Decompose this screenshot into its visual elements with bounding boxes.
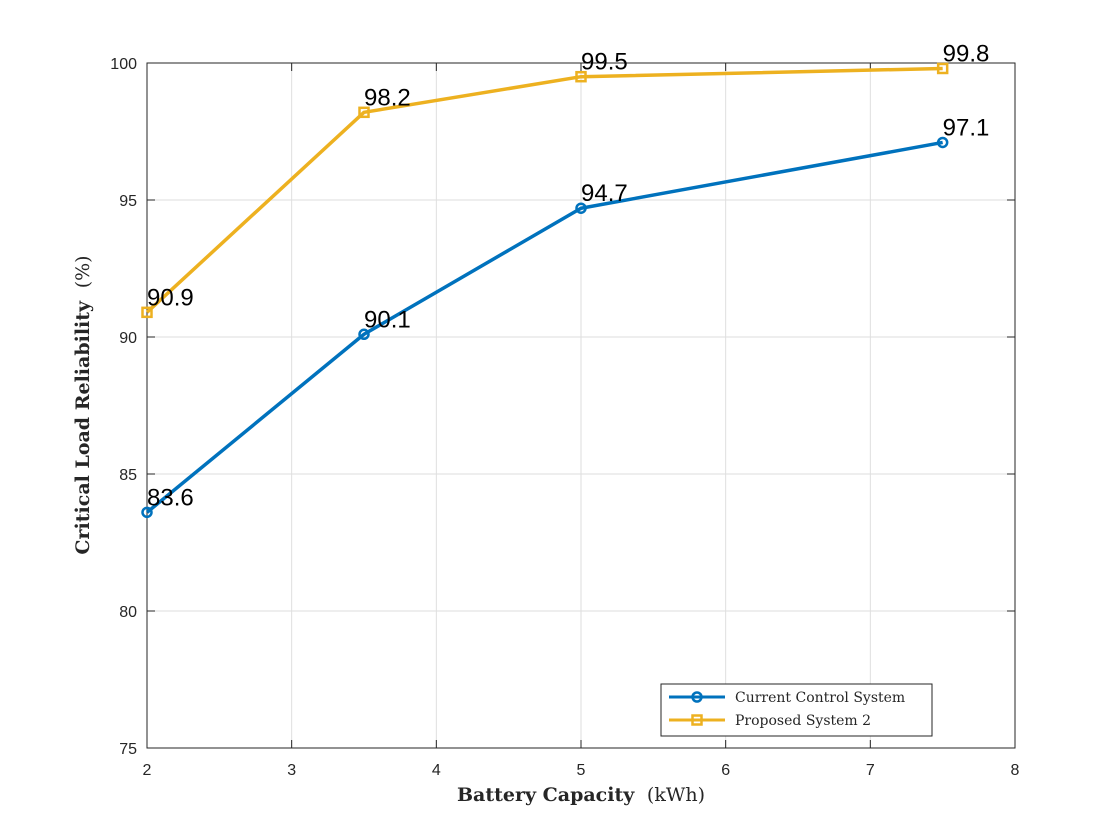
series-2-point [575,70,587,83]
series-2-data-label: 99.5 [581,49,628,76]
x-tick-label: 4 [432,762,441,779]
series-1-point [575,202,587,214]
y-tick-label: 90 [119,330,137,347]
series-2-data-label: 98.2 [364,84,411,111]
legend-marker-proposed [691,714,703,726]
y-axis-title-unit: (%) [72,255,94,288]
series-2-data-label: 99.8 [943,40,990,67]
series-1-data-label: 94.7 [581,180,628,207]
legend-label-current: Current Control System [735,690,905,706]
series-line-2 [145,66,943,314]
grid [147,63,1015,748]
x-axis-title-unit: (kWh) [647,784,705,806]
series-1-point [141,506,153,519]
data-labels: 83.6 90.1 94.7 97.1 90.9 98.2 99.5 99.8 [147,40,989,511]
series-1-data-label: 90.1 [364,306,411,333]
series-2-point [141,306,153,319]
y-tick-label: 80 [119,604,137,621]
x-tick-label: 2 [143,762,152,779]
y-tick-label: 95 [119,193,137,210]
x-axis-title-main: Battery Capacity [457,784,635,806]
series-line-1 [145,140,943,514]
y-tick-label: 100 [110,56,137,73]
legend-box [660,683,933,737]
legend-label-proposed: Proposed System 2 [735,713,871,729]
series-1-point [936,136,949,149]
series-1-data-label: 97.1 [943,114,990,141]
y-axis-title-main: Critical Load Reliability [72,300,94,555]
x-tick-label: 8 [1011,762,1020,779]
axes: 2 3 4 5 6 7 8 75 80 85 90 95 100 [110,56,1019,779]
series-2-point [936,62,949,75]
x-axis-title: Battery Capacity (kWh) [457,784,705,806]
legend-marker-current [691,691,703,703]
legend-entry-proposed: Proposed System 2 [669,713,871,729]
x-tick-label: 7 [866,762,875,779]
y-tick-label: 85 [119,467,137,484]
y-tick-label: 75 [119,741,137,758]
y-axis-title: Critical Load Reliability (%) [72,255,94,554]
series-layer [141,62,949,519]
series-1-data-label: 83.6 [147,484,194,511]
legend-entry-current: Current Control System [669,690,905,706]
series-2-data-label: 90.9 [147,284,194,311]
x-tick-label: 5 [577,762,586,779]
x-tick-label: 3 [287,762,296,779]
series-2-point [358,106,370,119]
series-1-point [358,328,370,341]
legend: Current Control System Proposed System 2 [660,683,933,737]
x-tick-label: 6 [721,762,730,779]
